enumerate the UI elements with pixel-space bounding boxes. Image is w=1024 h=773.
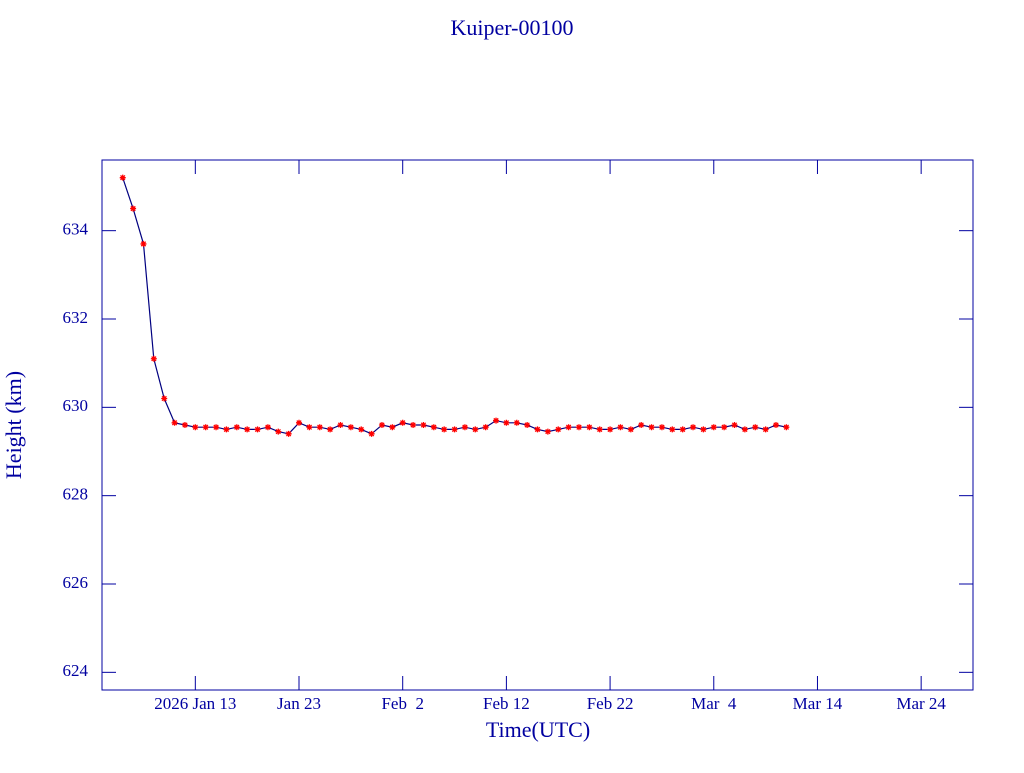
marker — [783, 424, 790, 431]
marker — [607, 426, 614, 433]
marker — [524, 422, 531, 428]
marker — [181, 422, 188, 428]
marker — [275, 428, 282, 435]
marker — [638, 422, 645, 428]
y-tick-label: 628 — [63, 485, 89, 504]
marker — [534, 426, 541, 433]
marker — [700, 426, 707, 433]
marker — [119, 174, 126, 181]
marker — [254, 426, 261, 433]
x-tick-label: Jan 23 — [277, 694, 321, 713]
marker — [752, 424, 759, 431]
marker — [244, 426, 251, 433]
line — [122, 177, 787, 435]
marker — [772, 422, 779, 428]
y-tick-label: 626 — [63, 573, 89, 592]
marker — [586, 424, 593, 431]
marker — [513, 419, 520, 426]
marker — [264, 424, 271, 431]
marker — [596, 426, 603, 433]
marker — [731, 422, 738, 428]
marker — [710, 424, 717, 431]
marker — [544, 428, 551, 435]
marker — [669, 426, 676, 433]
marker — [358, 426, 365, 433]
marker — [679, 426, 686, 433]
y-tick-label: 632 — [63, 308, 89, 327]
marker — [399, 419, 406, 426]
plot-frame — [101, 159, 974, 691]
marker — [285, 430, 292, 437]
marker — [171, 419, 178, 426]
marker — [658, 424, 665, 431]
marker — [202, 424, 209, 431]
marker — [296, 419, 303, 426]
marker — [430, 424, 437, 431]
marker — [327, 426, 334, 433]
marker — [140, 240, 147, 247]
marker — [233, 424, 240, 431]
marker — [337, 422, 344, 428]
marker — [410, 422, 417, 428]
marker — [493, 417, 500, 424]
x-tick-label: Mar 14 — [793, 694, 843, 713]
marker — [648, 424, 655, 431]
y-tick-label: 634 — [63, 220, 89, 239]
marker — [762, 426, 769, 433]
marker — [368, 430, 375, 437]
marker — [130, 205, 137, 212]
marker — [150, 355, 157, 362]
marker — [306, 424, 313, 431]
marker — [420, 422, 427, 428]
marker — [316, 424, 323, 431]
marker — [575, 424, 582, 431]
x-axis-label: Time(UTC) — [486, 717, 590, 742]
marker — [690, 424, 697, 431]
x-tick-label: Feb 12 — [483, 694, 530, 713]
marker — [627, 426, 634, 433]
y-axis-label: Height (km) — [1, 371, 26, 479]
marker — [482, 424, 489, 431]
x-tick-label: Mar 4 — [691, 694, 737, 713]
marker — [378, 422, 385, 428]
y-tick-label: 624 — [63, 661, 89, 680]
marker — [223, 426, 230, 433]
marker — [741, 426, 748, 433]
marker — [389, 424, 396, 431]
chart-title: Kuiper-00100 — [451, 15, 574, 40]
x-tick-label: Feb 2 — [381, 694, 424, 713]
marker — [555, 426, 562, 433]
x-tick-label: 2026 Jan 13 — [154, 694, 236, 713]
marker — [441, 426, 448, 433]
marker — [721, 424, 728, 431]
marker — [503, 419, 510, 426]
marker — [472, 426, 479, 433]
x-tick-label: Feb 22 — [587, 694, 634, 713]
marker — [565, 424, 572, 431]
y-tick-label: 630 — [63, 396, 89, 415]
marker — [213, 424, 220, 431]
x-tick-label: Mar 24 — [896, 694, 946, 713]
marker — [461, 424, 468, 431]
marker — [161, 395, 168, 402]
marker — [617, 424, 624, 431]
marker — [451, 426, 458, 433]
marker — [192, 424, 199, 431]
marker — [347, 424, 354, 431]
